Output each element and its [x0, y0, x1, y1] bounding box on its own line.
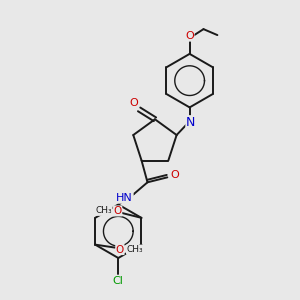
Text: N: N	[186, 116, 195, 129]
Text: O: O	[116, 244, 124, 255]
Text: O: O	[185, 31, 194, 41]
Text: O: O	[130, 98, 139, 108]
Text: O: O	[114, 206, 122, 216]
Text: CH₃: CH₃	[126, 245, 143, 254]
Text: O: O	[170, 170, 178, 180]
Text: CH₃: CH₃	[95, 206, 112, 215]
Text: HN: HN	[116, 193, 133, 203]
Text: Cl: Cl	[113, 276, 124, 286]
